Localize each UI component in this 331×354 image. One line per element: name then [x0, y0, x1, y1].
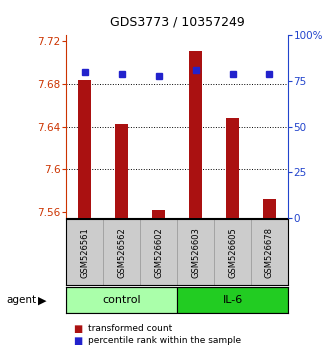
Bar — [115, 124, 128, 218]
Text: GSM526605: GSM526605 — [228, 227, 237, 278]
Bar — [177, 287, 288, 313]
Text: GSM526562: GSM526562 — [117, 227, 126, 278]
Text: ■: ■ — [73, 336, 82, 346]
Bar — [251, 219, 288, 285]
Text: control: control — [102, 295, 141, 305]
Text: ▶: ▶ — [38, 295, 47, 305]
Bar — [214, 219, 251, 285]
Bar — [263, 200, 276, 218]
Text: IL-6: IL-6 — [222, 295, 243, 305]
Bar — [66, 219, 103, 285]
Text: GDS3773 / 10357249: GDS3773 / 10357249 — [110, 16, 245, 29]
Bar — [226, 118, 239, 218]
Bar — [189, 51, 202, 218]
Text: transformed count: transformed count — [88, 324, 172, 333]
Bar — [103, 219, 140, 285]
Text: GSM526561: GSM526561 — [80, 227, 89, 278]
Text: ■: ■ — [73, 324, 82, 333]
Text: GSM526602: GSM526602 — [154, 227, 163, 278]
Text: GSM526678: GSM526678 — [265, 227, 274, 278]
Bar — [140, 219, 177, 285]
Text: agent: agent — [7, 295, 37, 305]
Bar — [78, 80, 91, 218]
Bar — [152, 210, 165, 218]
Bar — [177, 219, 214, 285]
Text: percentile rank within the sample: percentile rank within the sample — [88, 336, 241, 345]
Text: GSM526603: GSM526603 — [191, 227, 200, 278]
Bar — [66, 287, 177, 313]
